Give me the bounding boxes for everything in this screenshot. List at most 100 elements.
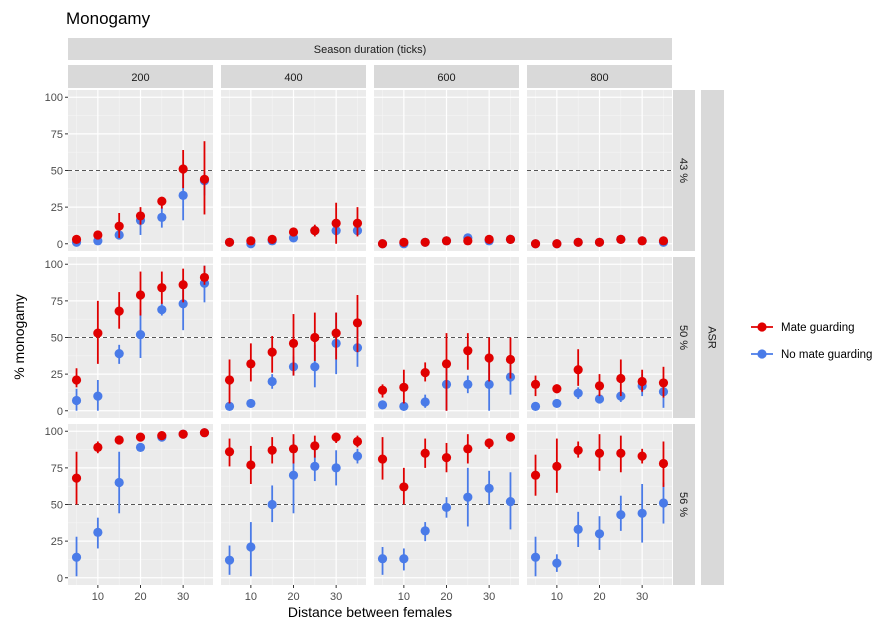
mate-guarding-point	[377, 385, 388, 395]
mate-guarding-point	[530, 379, 541, 389]
y-tick-label: 0	[57, 406, 63, 418]
no-mate-guarding-point	[530, 401, 541, 411]
legend: Mate guarding No mate guarding	[751, 322, 872, 361]
mate-guarding-point	[288, 227, 299, 237]
x-tick-label: 10	[92, 591, 104, 603]
legend-key-point-mate-guarding	[757, 322, 767, 332]
no-mate-guarding-point	[352, 451, 363, 461]
mate-guarding-point	[377, 454, 388, 464]
no-mate-guarding-point	[573, 388, 583, 398]
mate-guarding-point	[552, 384, 562, 394]
mate-guarding-point	[658, 458, 669, 469]
mate-guarding-point	[267, 445, 277, 455]
y-tick-label: 25	[51, 536, 63, 548]
mate-guarding-point	[310, 441, 320, 451]
mate-guarding-point	[399, 237, 409, 247]
row-strip-3	[673, 424, 695, 585]
mate-guarding-point	[224, 375, 235, 385]
mate-guarding-point	[637, 451, 647, 461]
no-mate-guarding-point	[377, 400, 388, 410]
row-strip-outer	[701, 90, 724, 585]
mate-guarding-point	[352, 436, 363, 447]
no-mate-guarding-point	[224, 555, 235, 565]
no-mate-guarding-point	[441, 502, 452, 513]
no-mate-guarding-point	[399, 401, 409, 411]
mate-guarding-point	[420, 448, 430, 458]
no-mate-guarding-point	[246, 542, 256, 552]
y-tick-label: 75	[51, 129, 63, 141]
mate-guarding-point	[178, 429, 188, 439]
x-tick-label: 10	[398, 591, 410, 603]
y-tick-label: 25	[51, 369, 63, 381]
y-tick-label: 25	[51, 202, 63, 214]
mate-guarding-point	[199, 174, 210, 184]
no-mate-guarding-point	[399, 554, 409, 564]
no-mate-guarding-point	[484, 483, 494, 493]
row-strip-2	[673, 257, 695, 418]
col-strip-label-200: 200	[131, 72, 149, 84]
no-mate-guarding-point	[377, 554, 388, 564]
mate-guarding-point	[594, 237, 605, 247]
x-tick-label: 20	[593, 591, 605, 603]
mate-guarding-point	[352, 218, 363, 228]
no-mate-guarding-point	[71, 552, 82, 562]
no-mate-guarding-point	[224, 401, 235, 411]
y-tick-label: 0	[57, 573, 63, 585]
x-tick-label: 20	[287, 591, 299, 603]
no-mate-guarding-point	[310, 362, 320, 372]
mate-guarding-point	[505, 432, 516, 442]
mate-guarding-point	[530, 470, 541, 480]
y-tick-label: 50	[51, 166, 63, 178]
mate-guarding-point	[420, 237, 430, 247]
mate-guarding-point	[616, 234, 626, 244]
x-tick-label: 10	[551, 591, 563, 603]
mate-guarding-point	[505, 234, 516, 244]
mate-guarding-point	[310, 225, 320, 236]
x-tick-label: 30	[483, 591, 495, 603]
mate-guarding-point	[441, 359, 452, 369]
mate-guarding-point	[267, 234, 277, 244]
no-mate-guarding-point	[93, 391, 103, 401]
no-mate-guarding-point	[71, 395, 82, 406]
mate-guarding-point	[399, 382, 409, 392]
mate-guarding-point	[573, 445, 583, 455]
col-strip-800	[527, 65, 672, 88]
no-mate-guarding-point	[178, 299, 188, 309]
mate-guarding-point	[616, 373, 626, 384]
no-mate-guarding-point	[178, 190, 188, 201]
row-strip-label-2: 50 %	[677, 325, 689, 350]
x-tick-label: 10	[245, 591, 257, 603]
mate-guarding-point	[331, 218, 341, 228]
y-tick-label: 0	[57, 239, 63, 251]
mate-guarding-point	[71, 234, 82, 244]
mate-guarding-point	[399, 482, 409, 492]
no-mate-guarding-point	[463, 492, 473, 502]
mate-guarding-point	[199, 272, 210, 283]
col-strip-label-800: 800	[590, 72, 608, 84]
facet-panels: Season duration (ticks)200 400 600 800ASR43…	[45, 38, 724, 603]
mate-guarding-point	[463, 444, 473, 454]
no-mate-guarding-point	[114, 349, 124, 359]
mate-guarding-point	[463, 346, 473, 356]
mate-guarding-point	[114, 306, 124, 316]
no-mate-guarding-point	[420, 526, 430, 536]
mate-guarding-point	[224, 237, 235, 247]
mate-guarding-point	[224, 447, 235, 457]
mate-guarding-point	[71, 473, 82, 483]
no-mate-guarding-point	[114, 477, 124, 488]
mate-guarding-point	[267, 347, 277, 357]
mate-guarding-point	[637, 376, 647, 387]
y-tick-label: 100	[45, 92, 63, 104]
no-mate-guarding-point	[93, 527, 103, 537]
no-mate-guarding-point	[594, 394, 605, 404]
mate-guarding-point	[658, 378, 669, 388]
mate-guarding-point	[71, 375, 82, 385]
mate-guarding-point	[573, 237, 583, 247]
y-axis-title: % monogamy	[11, 294, 27, 380]
mate-guarding-point	[157, 431, 167, 441]
no-mate-guarding-point	[420, 397, 430, 407]
chart-title: Monogamy	[66, 9, 151, 28]
mate-guarding-point	[505, 354, 516, 365]
mate-guarding-point	[484, 353, 494, 363]
